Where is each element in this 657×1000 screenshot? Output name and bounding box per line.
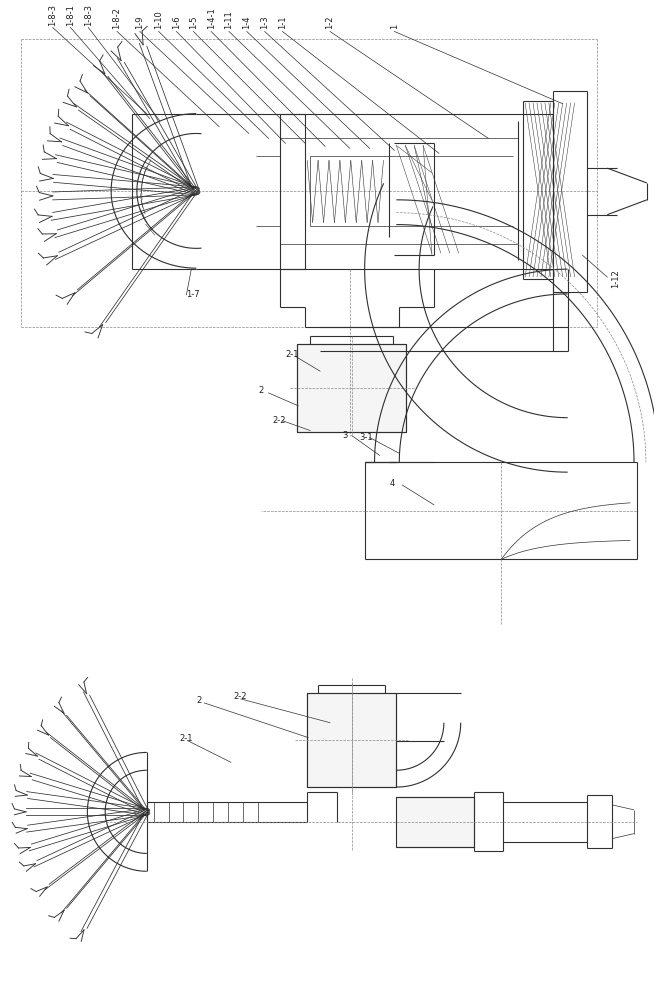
- Text: 1-8-1: 1-8-1: [66, 4, 75, 26]
- Text: 1-7: 1-7: [187, 290, 200, 299]
- Text: 2-2: 2-2: [273, 416, 286, 425]
- Text: 1-8-2: 1-8-2: [112, 8, 122, 29]
- Text: 3: 3: [342, 431, 348, 440]
- Text: 1-3: 1-3: [260, 16, 269, 29]
- Text: 1-2: 1-2: [325, 16, 334, 29]
- Bar: [396, 797, 474, 847]
- Text: 4: 4: [390, 479, 395, 488]
- Text: 1-11: 1-11: [225, 11, 233, 29]
- Text: 1-8-3: 1-8-3: [48, 4, 57, 26]
- Text: 1-5: 1-5: [189, 16, 198, 29]
- Text: 2-1: 2-1: [179, 734, 193, 743]
- Text: 1-4-1: 1-4-1: [207, 8, 215, 29]
- Text: 1-8-3: 1-8-3: [84, 4, 93, 26]
- Text: 1-9: 1-9: [135, 16, 145, 29]
- Text: 1: 1: [390, 24, 399, 29]
- Bar: [298, 344, 406, 432]
- Text: 2: 2: [259, 386, 264, 395]
- Text: 1-1: 1-1: [278, 16, 287, 29]
- Text: 2-2: 2-2: [233, 692, 246, 701]
- Text: 2-1: 2-1: [285, 350, 299, 359]
- Text: 1-12: 1-12: [611, 270, 620, 288]
- Text: 1-4: 1-4: [242, 16, 251, 29]
- Bar: [307, 693, 396, 787]
- Text: 2: 2: [196, 696, 202, 705]
- Text: 1-10: 1-10: [154, 11, 163, 29]
- Text: 3-1: 3-1: [359, 433, 373, 442]
- Text: 1-6: 1-6: [172, 16, 181, 29]
